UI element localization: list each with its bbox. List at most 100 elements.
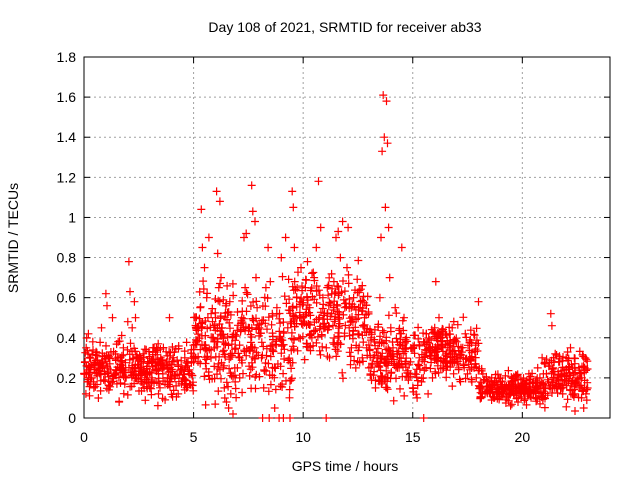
data-point xyxy=(406,357,415,366)
data-point xyxy=(354,329,362,338)
data-point xyxy=(367,333,376,342)
data-point xyxy=(443,343,452,352)
data-point xyxy=(318,293,327,302)
data-point xyxy=(325,353,334,362)
data-point xyxy=(522,383,531,392)
data-point xyxy=(285,295,294,304)
x-tick-label: 5 xyxy=(190,429,198,445)
plot-border xyxy=(83,56,611,419)
data-point xyxy=(120,380,129,389)
data-point xyxy=(121,373,130,382)
data-point xyxy=(291,311,300,320)
data-point xyxy=(257,353,266,362)
data-point xyxy=(219,363,228,372)
data-point xyxy=(213,370,221,379)
data-point xyxy=(424,389,433,398)
data-point xyxy=(156,383,164,392)
data-point xyxy=(257,329,265,338)
data-point xyxy=(452,337,461,346)
data-point xyxy=(571,379,580,388)
data-point xyxy=(379,339,388,348)
data-point xyxy=(285,393,294,402)
data-point xyxy=(459,313,468,322)
data-point xyxy=(289,203,298,212)
data-point xyxy=(84,329,93,338)
data-point xyxy=(493,370,502,379)
data-point xyxy=(438,341,447,350)
data-point xyxy=(240,347,249,356)
data-point xyxy=(420,339,429,347)
data-point xyxy=(431,277,440,286)
data-point xyxy=(322,414,331,422)
data-point xyxy=(299,313,308,322)
data-point xyxy=(152,361,161,370)
data-point xyxy=(205,345,214,354)
data-point xyxy=(248,207,257,216)
data-point xyxy=(265,371,274,379)
data-point xyxy=(496,377,505,386)
data-point xyxy=(453,359,461,368)
data-point xyxy=(99,375,108,384)
data-point xyxy=(268,363,277,372)
data-point xyxy=(334,328,343,337)
data-point xyxy=(264,387,273,396)
data-point xyxy=(158,369,167,378)
data-point xyxy=(472,373,481,382)
data-point xyxy=(345,348,354,357)
data-point xyxy=(582,396,591,405)
data-point xyxy=(276,362,285,371)
y-tick-label: 1 xyxy=(68,209,76,225)
data-point xyxy=(259,342,268,351)
data-point xyxy=(168,367,177,376)
data-point xyxy=(106,365,115,374)
data-point xyxy=(159,343,168,352)
data-point xyxy=(538,353,547,362)
data-point xyxy=(228,279,237,288)
data-point xyxy=(359,292,368,301)
data-point xyxy=(375,293,384,302)
data-point xyxy=(194,323,202,332)
data-point xyxy=(86,363,95,372)
data-point xyxy=(173,356,182,365)
data-point xyxy=(384,311,393,320)
data-point xyxy=(301,283,310,292)
data-point xyxy=(382,345,391,354)
data-point xyxy=(174,389,183,398)
data-point xyxy=(270,373,279,382)
data-point xyxy=(232,393,241,402)
data-point xyxy=(441,351,450,360)
data-point xyxy=(167,390,176,399)
data-point xyxy=(311,326,320,335)
data-point xyxy=(231,336,240,345)
data-point xyxy=(244,323,253,332)
data-point xyxy=(566,343,575,352)
data-point xyxy=(429,328,438,337)
data-point xyxy=(224,404,233,412)
data-point xyxy=(290,277,299,286)
data-point xyxy=(219,295,228,304)
data-point xyxy=(398,338,407,347)
y-tick-label: 0.2 xyxy=(57,370,77,386)
data-point xyxy=(383,385,392,394)
data-point xyxy=(126,339,135,348)
data-point xyxy=(382,97,391,106)
data-point xyxy=(494,387,503,396)
data-point xyxy=(228,349,237,358)
data-point xyxy=(169,357,178,366)
data-point xyxy=(88,337,97,346)
data-point xyxy=(235,353,244,362)
data-point xyxy=(268,332,277,341)
data-point xyxy=(339,374,347,383)
data-point xyxy=(114,373,123,382)
data-point xyxy=(264,313,273,322)
data-point xyxy=(199,277,208,286)
data-point xyxy=(574,374,583,383)
data-point xyxy=(204,233,213,242)
data-point xyxy=(277,342,286,351)
data-point xyxy=(288,358,297,367)
data-point xyxy=(95,361,104,370)
data-point xyxy=(441,329,450,338)
data-point xyxy=(428,373,437,382)
data-point xyxy=(330,340,339,349)
